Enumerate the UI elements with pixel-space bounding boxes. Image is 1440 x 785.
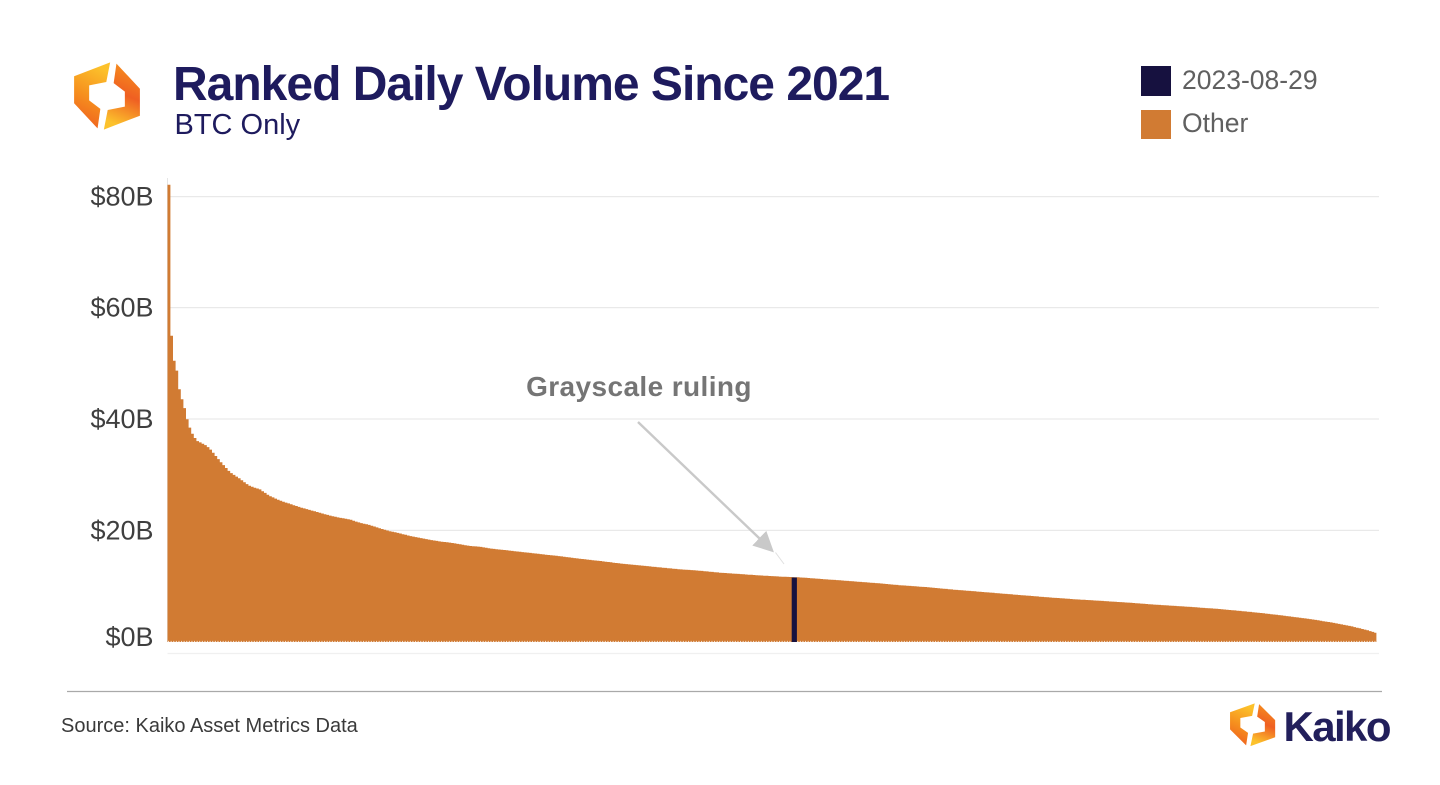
svg-text:$20B: $20B: [90, 515, 153, 545]
svg-text:Grayscale ruling: Grayscale ruling: [526, 371, 752, 402]
svg-text:$60B: $60B: [90, 293, 153, 323]
svg-text:$40B: $40B: [90, 404, 153, 434]
svg-text:$80B: $80B: [90, 182, 153, 212]
svg-text:$0B: $0B: [105, 622, 153, 652]
